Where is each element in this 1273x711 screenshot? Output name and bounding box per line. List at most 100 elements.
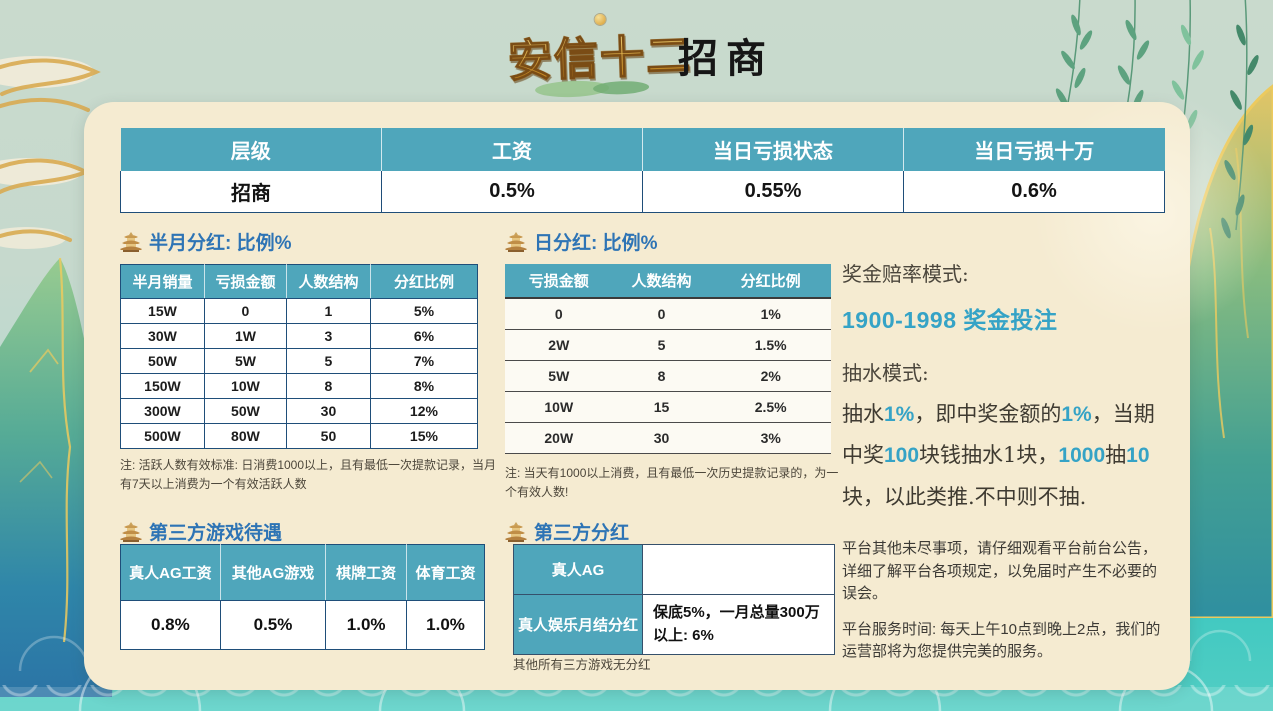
column-header: 层级 — [120, 128, 382, 171]
table-cell: 0.8% — [120, 600, 221, 650]
table-cell: 15% — [369, 423, 479, 449]
table-cell: 10W — [505, 391, 613, 423]
table-cell: 8 — [286, 373, 371, 399]
table-cell: 0.5% — [219, 600, 327, 650]
wave-band-decoration — [0, 687, 1273, 711]
table-row: 真人娱乐月结分红 保底5%，一月总量300万以上: 6% — [513, 594, 835, 655]
column-header: 半月销量 — [120, 264, 205, 299]
table-cell: 0 — [612, 298, 711, 330]
table-cell: 2% — [710, 360, 831, 392]
platform-notes: 平台其他未尽事项，请仔细观看平台前台公告，详细了解平台各项规定，以免届时产生不必… — [842, 538, 1170, 677]
section-title-third-party-salary: 第三方游戏待遇 — [120, 518, 282, 545]
table-row: 5W 8 2% — [505, 360, 831, 392]
column-header: 人数结构 — [286, 264, 371, 299]
highlighted-text: 100 — [884, 444, 920, 468]
pagoda-icon — [120, 231, 142, 252]
data-table: 真人AG 真人娱乐月结分红 保底5%，一月总量300万以上: 6% — [513, 544, 835, 655]
brand-header: 安信十二 招商 — [440, 8, 860, 104]
column-header: 亏损金额 — [505, 264, 613, 299]
table-cell: 50W — [120, 348, 205, 374]
table-cell: 0.5% — [381, 171, 643, 213]
table-cell: 1W — [203, 323, 288, 349]
table-cell: 1.5% — [710, 329, 831, 361]
table-cell: 2W — [505, 329, 613, 361]
table-cell: 5 — [286, 348, 371, 374]
highlighted-text: 1% — [1061, 403, 1092, 426]
plain-text: 抽 — [1105, 443, 1127, 468]
table-cell: 0.55% — [642, 171, 904, 213]
data-table: 层级 工资 当日亏损状态 当日亏损十万 招商 0.5% 0.55% 0.6% — [120, 128, 1165, 213]
table-cell: 5W — [505, 360, 613, 392]
column-header: 体育工资 — [406, 544, 485, 601]
table-cell: 1.0% — [325, 600, 408, 650]
half-month-note: 注: 活跃人数有效标准: 日消费1000以上，且有最低一次提款记录，当月有7天以… — [120, 458, 497, 491]
column-header: 真人AG工资 — [120, 544, 221, 601]
daily-bonus-table: 亏损金额 人数结构 分红比例 0 0 1% 2W 5 1.5% 5W 8 2% 10W 15 2.5% 20W… — [505, 264, 831, 454]
table-cell: 5W — [203, 348, 288, 374]
table-cell: 300W — [120, 398, 205, 424]
platform-service-hours: 平台服务时间: 每天上午10点到晚上2点，我们的运营部将为您提供完美的服务。 — [842, 620, 1161, 661]
highlighted-text: 1% — [884, 403, 915, 426]
pagoda-icon — [505, 231, 527, 252]
table-cell: 3 — [286, 323, 371, 349]
header-row: 亏损金额 人数结构 分红比例 — [505, 264, 831, 299]
table-cell: 6% — [369, 323, 479, 349]
bonus-info: 奖金赔率模式: 1900-1998 奖金投注 抽水模式: 抽水1%，即中奖金额的… — [842, 258, 1174, 517]
pagoda-icon — [120, 521, 142, 542]
data-table: 真人AG工资 其他AG游戏 棋牌工资 体育工资 0.8% 0.5% 1.0% 1.0% — [120, 544, 485, 650]
plain-text: ，即中奖金额的 — [914, 402, 1062, 426]
section-title-half-month-bonus: 半月分红: 比例% — [120, 228, 292, 255]
page-title: 招商 — [678, 37, 774, 81]
table-row: 150W 10W 8 8% — [120, 373, 479, 399]
highlighted-text: 10 — [1126, 444, 1150, 468]
table-row: 20W 30 3% — [505, 422, 831, 454]
column-header: 亏损金额 — [203, 264, 288, 299]
column-header: 当日亏损状态 — [642, 128, 904, 171]
table-cell: 30W — [120, 323, 205, 349]
table-row: 招商 0.5% 0.55% 0.6% — [120, 171, 1165, 213]
table-row: 30W 1W 3 6% — [120, 323, 479, 349]
table-cell: 7% — [369, 348, 479, 374]
plain-text: 块钱抽水1块， — [919, 443, 1059, 468]
table-cell: 0 — [203, 298, 288, 324]
table-cell: 30 — [286, 398, 371, 424]
table-cell: 50 — [286, 423, 371, 449]
column-header: 分红比例 — [710, 264, 831, 299]
table-cell: 1% — [710, 298, 831, 330]
table-cell: 5% — [369, 298, 479, 324]
third-party-salary-table: 真人AG工资 其他AG游戏 棋牌工资 体育工资 0.8% 0.5% 1.0% 1.0% — [120, 544, 485, 650]
table-row: 10W 15 2.5% — [505, 391, 831, 423]
table-cell: 15W — [120, 298, 205, 324]
plain-text: ，当期中奖 — [842, 402, 1155, 468]
column-header: 棋牌工资 — [325, 544, 408, 601]
table-cell: 8% — [369, 373, 479, 399]
plain-text: 块，以此类推.不中则不抽. — [842, 484, 1087, 509]
column-header: 工资 — [381, 128, 643, 171]
table-cell: 500W — [120, 423, 205, 449]
table-cell: 15 — [612, 391, 711, 423]
section-title-daily-bonus: 日分红: 比例% — [505, 228, 658, 255]
platform-disclaimer: 平台其他未尽事项，请仔细观看平台前台公告，详细了解平台各项规定，以免届时产生不必… — [842, 540, 1158, 602]
column-header: 分红比例 — [369, 264, 479, 299]
table-cell: 保底5%，一月总量300万以上: 6% — [642, 594, 835, 655]
table-row: 0 0 1% — [505, 298, 831, 330]
table-cell: 1.0% — [406, 600, 485, 650]
header-row: 真人AG工资 其他AG游戏 棋牌工资 体育工资 — [120, 544, 485, 601]
table-cell: 2.5% — [710, 391, 831, 423]
daily-bonus-note: 注: 当天有1000以上消费，且有最低一次历史提款记录的，为一个有效人数! — [505, 466, 839, 499]
tier-table: 层级 工资 当日亏损状态 当日亏损十万 招商 0.5% 0.55% 0.6% — [120, 128, 1165, 213]
table-cell: 1 — [286, 298, 371, 324]
odds-mode-label: 奖金赔率模式: — [842, 262, 969, 286]
table-row: 真人AG — [513, 544, 835, 595]
table-row: 300W 50W 30 12% — [120, 398, 479, 424]
table-cell: 8 — [612, 360, 711, 392]
pagoda-icon — [505, 521, 527, 542]
table-cell: 招商 — [120, 171, 382, 213]
table-cell: 3% — [710, 422, 831, 454]
header-row: 半月销量 亏损金额 人数结构 分红比例 — [120, 264, 479, 299]
rake-mode-description: 抽水1%，即中奖金额的1%，当期中奖100块钱抽水1块，1000抽10块，以此类… — [842, 394, 1174, 517]
column-header: 当日亏损十万 — [903, 128, 1165, 171]
table-cell: 真人娱乐月结分红 — [513, 594, 643, 655]
table-cell: 150W — [120, 373, 205, 399]
